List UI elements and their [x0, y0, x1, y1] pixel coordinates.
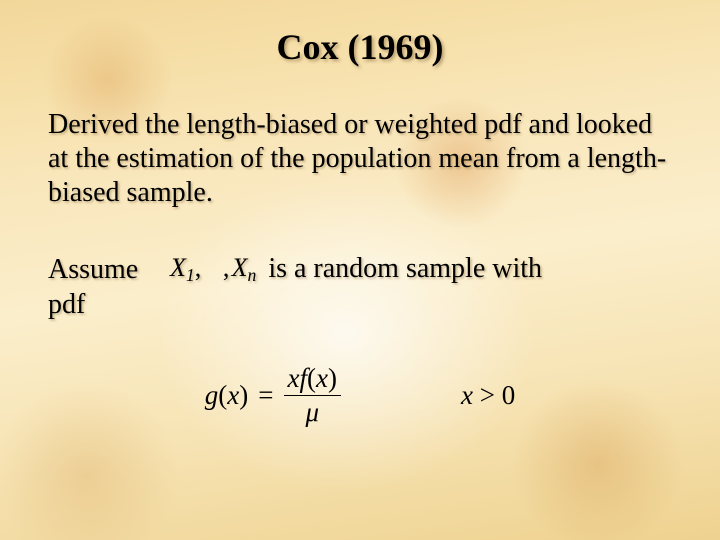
- body-paragraph: Derived the length-biased or weighted pd…: [48, 108, 672, 210]
- lhs-close: ): [239, 380, 248, 410]
- formula-row: g(x) = xf(x) μ x > 0: [48, 364, 672, 426]
- num-close: ): [328, 363, 337, 393]
- slide: Cox (1969) Derived the length-biased or …: [0, 0, 720, 540]
- sample-sequence: X1, , Xn: [170, 252, 256, 286]
- num-f: f: [299, 363, 307, 393]
- lhs-g: g: [205, 380, 219, 410]
- condition: x > 0: [461, 380, 515, 411]
- lhs-open: (: [218, 380, 227, 410]
- lhs-x: x: [227, 380, 239, 410]
- sub-1: 1: [186, 265, 195, 285]
- numerator: xf(x): [284, 364, 341, 392]
- fraction: xf(x) μ: [284, 364, 341, 426]
- num-x: x: [288, 363, 300, 393]
- formula: g(x) = xf(x) μ x > 0: [205, 364, 515, 426]
- comma-2: ,: [223, 253, 230, 282]
- num-open: (: [307, 363, 316, 393]
- assume-row: Assume pdf X1, , Xn is a random sample w…: [48, 252, 672, 322]
- var-xn: X: [232, 253, 248, 282]
- assume-label: Assume pdf: [48, 252, 158, 322]
- var-x1: X: [170, 253, 186, 282]
- cond-op: >: [480, 380, 495, 410]
- denominator: μ: [301, 398, 323, 426]
- fraction-bar: [284, 395, 341, 396]
- assume-trail: is a random sample with: [268, 252, 542, 285]
- slide-title: Cox (1969): [48, 26, 672, 68]
- lhs: g(x): [205, 380, 248, 411]
- cond-val: 0: [502, 380, 516, 410]
- num-x2: x: [316, 363, 328, 393]
- cond-var: x: [461, 380, 473, 410]
- comma-1: ,: [195, 253, 202, 282]
- equals: =: [258, 380, 273, 411]
- sub-n: n: [247, 265, 256, 285]
